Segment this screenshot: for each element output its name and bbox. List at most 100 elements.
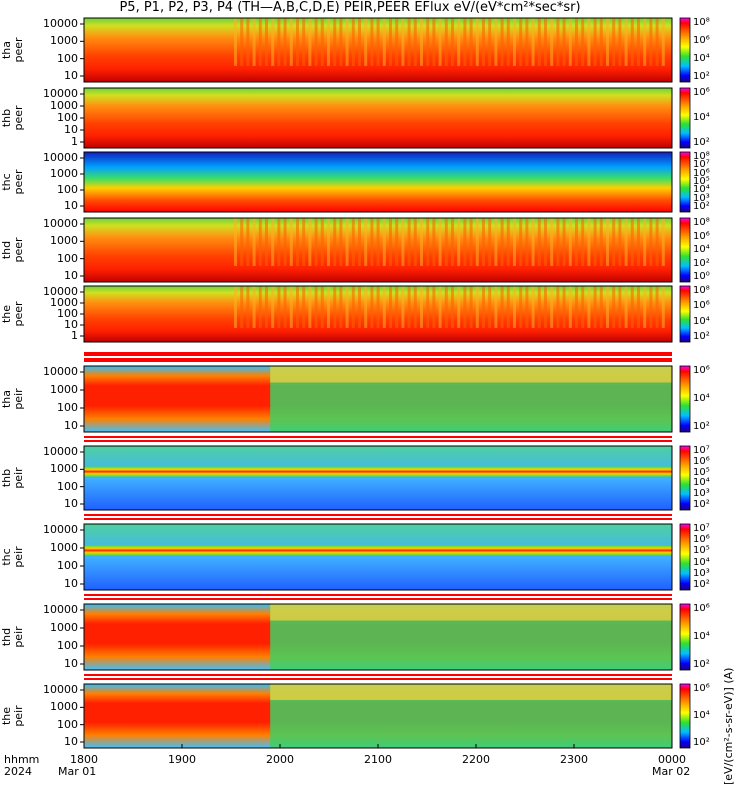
panel-frame bbox=[83, 445, 673, 511]
colorbar-tick-label: 10⁴ bbox=[693, 53, 710, 64]
panel-0 bbox=[80, 17, 691, 83]
panel-6 bbox=[80, 445, 691, 511]
separator-gap bbox=[84, 516, 672, 518]
panel-streak bbox=[413, 18, 417, 66]
panel-streak bbox=[637, 218, 640, 266]
colorbar bbox=[679, 217, 691, 283]
panel-2 bbox=[80, 151, 691, 213]
ytick-label: 10000 bbox=[43, 365, 78, 378]
colorbar-tick-label: 10² bbox=[693, 499, 710, 510]
panel-streak bbox=[407, 286, 411, 328]
panel-streak bbox=[599, 18, 603, 66]
panel-streak bbox=[581, 286, 585, 328]
panel-streak bbox=[537, 286, 541, 328]
panel-streak bbox=[401, 218, 405, 266]
panel-streak bbox=[407, 218, 411, 266]
panel-streak bbox=[500, 18, 504, 66]
panel-streak bbox=[265, 18, 268, 66]
panel-streak bbox=[482, 18, 485, 66]
panel-streak bbox=[308, 218, 312, 266]
ytick-label: 10000 bbox=[43, 683, 78, 696]
panel-streak bbox=[488, 218, 492, 266]
colorbar-tick-label: 10⁸ bbox=[693, 217, 710, 228]
panel-streak bbox=[643, 286, 647, 328]
panel-streak bbox=[537, 218, 541, 266]
panel-streak bbox=[370, 286, 374, 328]
panel-streak bbox=[618, 286, 622, 328]
panel-streak bbox=[308, 18, 312, 66]
panel-heatmap bbox=[84, 524, 672, 590]
panel-streak bbox=[482, 286, 485, 328]
ytick-label: 1 bbox=[71, 329, 78, 342]
panel-streak bbox=[649, 286, 653, 328]
panel-streak bbox=[351, 18, 355, 66]
panel-streak bbox=[612, 218, 616, 266]
colorbar-tick-label: 10² bbox=[693, 201, 710, 212]
panel-streak bbox=[376, 18, 380, 66]
panel-streak bbox=[531, 218, 535, 266]
panel-streak bbox=[327, 218, 330, 266]
panel-label: thb peer bbox=[0, 105, 25, 131]
panel-streak bbox=[420, 286, 423, 328]
colorbar-tick-label: 10⁸ bbox=[693, 285, 710, 296]
panel-streak bbox=[587, 286, 591, 328]
panel-streak bbox=[525, 286, 529, 328]
ytick-label: 10 bbox=[64, 577, 78, 590]
panel-streak bbox=[420, 18, 423, 66]
panel-streak bbox=[252, 286, 256, 328]
ytick-label: 1000 bbox=[50, 167, 78, 180]
panel-streak bbox=[593, 286, 597, 328]
ytick-label: 100 bbox=[57, 717, 78, 731]
panel-5 bbox=[80, 365, 691, 433]
panel-streak bbox=[302, 18, 306, 66]
panel-4 bbox=[80, 285, 691, 343]
panel-streak bbox=[469, 18, 473, 66]
colorbar-tick-label: 10² bbox=[693, 257, 710, 269]
panel-streak bbox=[320, 218, 324, 266]
colorbar-tick-label: 10⁴ bbox=[693, 315, 710, 327]
panel-streak bbox=[519, 286, 523, 328]
panel-streak bbox=[457, 286, 461, 328]
panel-streak bbox=[506, 18, 510, 66]
panel-streak bbox=[500, 286, 504, 328]
panel-later-top bbox=[270, 684, 672, 700]
panel-streak bbox=[283, 218, 287, 266]
colorbar-tick-label: 10⁶ bbox=[693, 87, 710, 98]
panel-streak bbox=[475, 218, 479, 266]
panel-streak bbox=[562, 18, 566, 66]
panel-streak bbox=[618, 18, 622, 66]
panel-streak bbox=[575, 286, 578, 328]
panel-streak bbox=[258, 218, 262, 266]
panel-streak bbox=[271, 18, 275, 66]
panel-label: tha peer bbox=[0, 37, 25, 63]
panel-streak bbox=[513, 218, 516, 266]
colorbar-tick-label: 10⁶ bbox=[693, 683, 710, 694]
panel-streak bbox=[358, 18, 361, 66]
panel-streak bbox=[426, 218, 430, 266]
panel-streak bbox=[655, 218, 659, 266]
colorbar-tick-label: 10⁴ bbox=[693, 477, 710, 489]
colorbar-tick-label: 10⁸ bbox=[693, 151, 710, 162]
panel-streak bbox=[271, 218, 275, 266]
panel-streak bbox=[661, 218, 665, 266]
panel-streak bbox=[637, 286, 640, 328]
panel-streak bbox=[593, 218, 597, 266]
panel-streak bbox=[252, 18, 256, 66]
xtick-label: 1800 bbox=[70, 753, 98, 766]
panel-streak bbox=[265, 218, 268, 266]
panel-streak bbox=[240, 18, 244, 66]
ytick-label: 1000 bbox=[50, 34, 78, 48]
colorbar bbox=[679, 285, 691, 343]
panel-streak bbox=[364, 218, 368, 266]
panel-streak bbox=[550, 18, 554, 66]
panel-streak bbox=[438, 218, 442, 266]
colorbar-tick-label: 10⁶ bbox=[693, 167, 710, 179]
panel-streak bbox=[345, 18, 349, 66]
panel-streak bbox=[513, 286, 516, 328]
colorbar-tick-label: 10² bbox=[693, 331, 710, 342]
ytick-label: 100 bbox=[57, 251, 78, 265]
panel-streak bbox=[308, 286, 312, 328]
panel-streak bbox=[438, 286, 442, 328]
panel-streak bbox=[432, 18, 436, 66]
